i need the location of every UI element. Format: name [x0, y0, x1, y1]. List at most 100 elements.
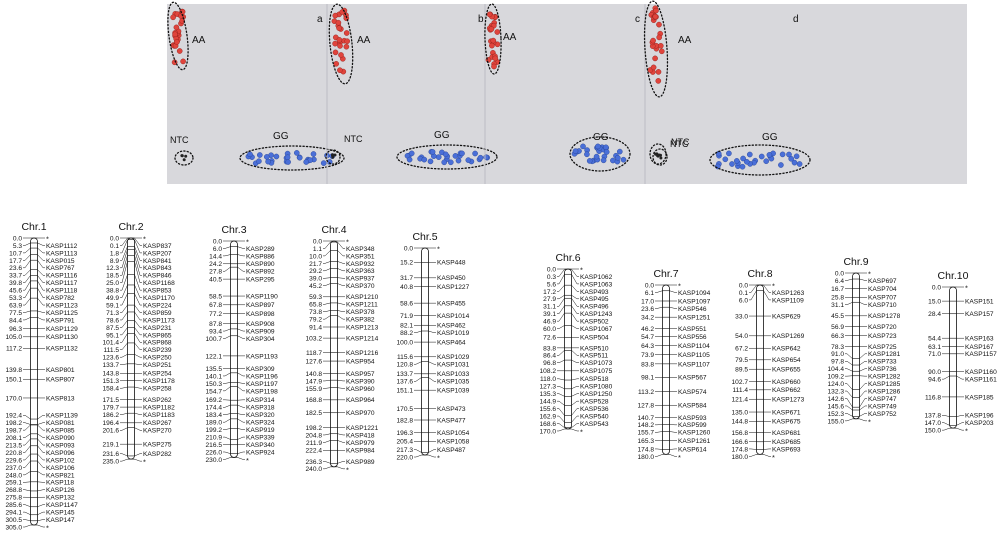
chromosome-bar — [949, 286, 957, 429]
gg-point — [320, 160, 327, 166]
marker-position: 0.0 — [13, 235, 22, 242]
marker-name: KASP231 — [143, 325, 172, 332]
ntc-cluster-outline — [649, 143, 667, 165]
marker-position: 91.4 — [309, 324, 322, 331]
marker-connector — [845, 368, 853, 372]
marker-name: KASP270 — [143, 428, 172, 435]
marker-connector — [337, 379, 345, 382]
marker-name: KASP801 — [46, 367, 75, 374]
marker-name: KASP655 — [772, 367, 801, 374]
marker-connector — [134, 320, 142, 328]
marker-position: 17.0 — [641, 298, 654, 305]
marker-position: 15.0 — [928, 299, 941, 306]
chromosome-title: Chr.4 — [321, 224, 346, 236]
marker-position: 180.0 — [731, 454, 748, 461]
marker-connector — [23, 438, 31, 446]
gg-point — [452, 153, 459, 159]
marker-connector — [414, 454, 422, 458]
marker-connector — [37, 310, 45, 313]
marker-position: 189.0 — [205, 420, 222, 427]
marker-connector — [845, 361, 853, 366]
marker-position: 54.7 — [641, 334, 654, 341]
aa-label: AA — [503, 32, 517, 43]
aa-point — [489, 42, 495, 49]
marker-connector — [337, 283, 345, 286]
chromosome-title: Chr.7 — [653, 268, 678, 280]
marker-connector — [134, 386, 142, 389]
gg-point — [256, 158, 262, 164]
marker-connector — [428, 454, 436, 458]
marker-position: 21.7 — [309, 261, 322, 268]
marker-connector — [749, 284, 757, 293]
marker-position: 198.2 — [305, 425, 322, 432]
marker-connector — [23, 504, 31, 507]
marker-connector — [237, 451, 245, 454]
marker-position: 66.3 — [831, 333, 844, 340]
marker-position: 0.0 — [213, 238, 222, 245]
marker-name: KASP540 — [580, 413, 609, 420]
gg-point — [603, 149, 610, 155]
panel-letter: d — [793, 14, 799, 25]
marker-connector — [428, 449, 436, 453]
marker-connector — [655, 431, 663, 433]
gg-point — [722, 156, 729, 163]
marker-name: KASP351 — [346, 253, 375, 260]
marker-position: 148.2 — [637, 422, 654, 429]
marker-connector — [571, 305, 579, 314]
end-marker: * — [678, 453, 681, 462]
marker-connector — [120, 458, 128, 462]
marker-position: 137.8 — [924, 413, 941, 420]
marker-name: KASP733 — [868, 359, 897, 366]
marker-position: 49.9 — [106, 295, 119, 302]
marker-name: KASP1118 — [46, 288, 78, 295]
marker-connector — [323, 315, 331, 320]
marker-name: KASP295 — [246, 277, 275, 284]
marker-connector — [557, 386, 565, 390]
marker-connector — [571, 295, 579, 300]
gg-point — [758, 153, 765, 160]
gg-point — [441, 159, 448, 166]
aa-point — [656, 34, 663, 41]
marker-position: 275.8 — [5, 495, 22, 502]
marker-name: KASP1285 — [868, 381, 901, 388]
marker-name: KASP318 — [246, 405, 275, 412]
marker-position: 165.3 — [637, 438, 654, 445]
marker-name: KASP324 — [246, 420, 275, 427]
marker-position: 0.0 — [932, 284, 941, 291]
marker-name: KASP1129 — [46, 326, 78, 333]
marker-position: 211.9 — [306, 440, 322, 447]
marker-position: 147.0 — [924, 420, 941, 427]
ntc-label: NTC — [344, 134, 363, 144]
marker-connector — [237, 457, 245, 460]
marker-name: KASP495 — [580, 296, 609, 303]
marker-position: 216.5 — [205, 442, 222, 449]
marker-name: KASP1109 — [772, 297, 804, 304]
ntc-point — [659, 156, 663, 160]
marker-name: KASP258 — [143, 386, 172, 393]
marker-name: KASP450 — [437, 275, 466, 282]
marker-connector — [23, 415, 31, 420]
marker-position: 220.8 — [5, 450, 22, 457]
marker-connector — [655, 306, 663, 309]
marker-position: 6.0 — [213, 246, 222, 253]
marker-connector — [557, 285, 565, 292]
gg-point — [303, 159, 310, 165]
marker-connector — [37, 254, 45, 261]
marker-name: KASP660 — [772, 379, 801, 386]
marker-connector — [859, 383, 867, 390]
marker-name: KASP584 — [678, 403, 707, 410]
marker-connector — [37, 453, 45, 461]
marker-name: KASP528 — [580, 399, 609, 406]
marker-connector — [23, 524, 31, 528]
marker-position: 150.0 — [924, 428, 941, 435]
marker-name: KASP093 — [46, 442, 75, 449]
chromosome-9: Chr.9 0.0 * 6.4 KASP697 16.7 KASP704 25.8 KASP70… — [827, 256, 900, 426]
marker-name: KASP1105 — [678, 352, 710, 359]
chromosome-8: Chr.8 0.0 * 0.1 KASP1263 6.0 KASP1109 33.0 KASP6… — [731, 268, 804, 462]
marker-name: KASP282 — [143, 451, 172, 458]
aa-point — [659, 48, 665, 55]
chromosome-4: Chr.4 0.0 * 1.1 KASP348 10.0 KASP351 21.7 KASP93… — [305, 224, 378, 474]
marker-name: KASP157 — [965, 311, 994, 318]
marker-connector — [557, 274, 565, 285]
marker-position: 135.5 — [205, 366, 222, 373]
